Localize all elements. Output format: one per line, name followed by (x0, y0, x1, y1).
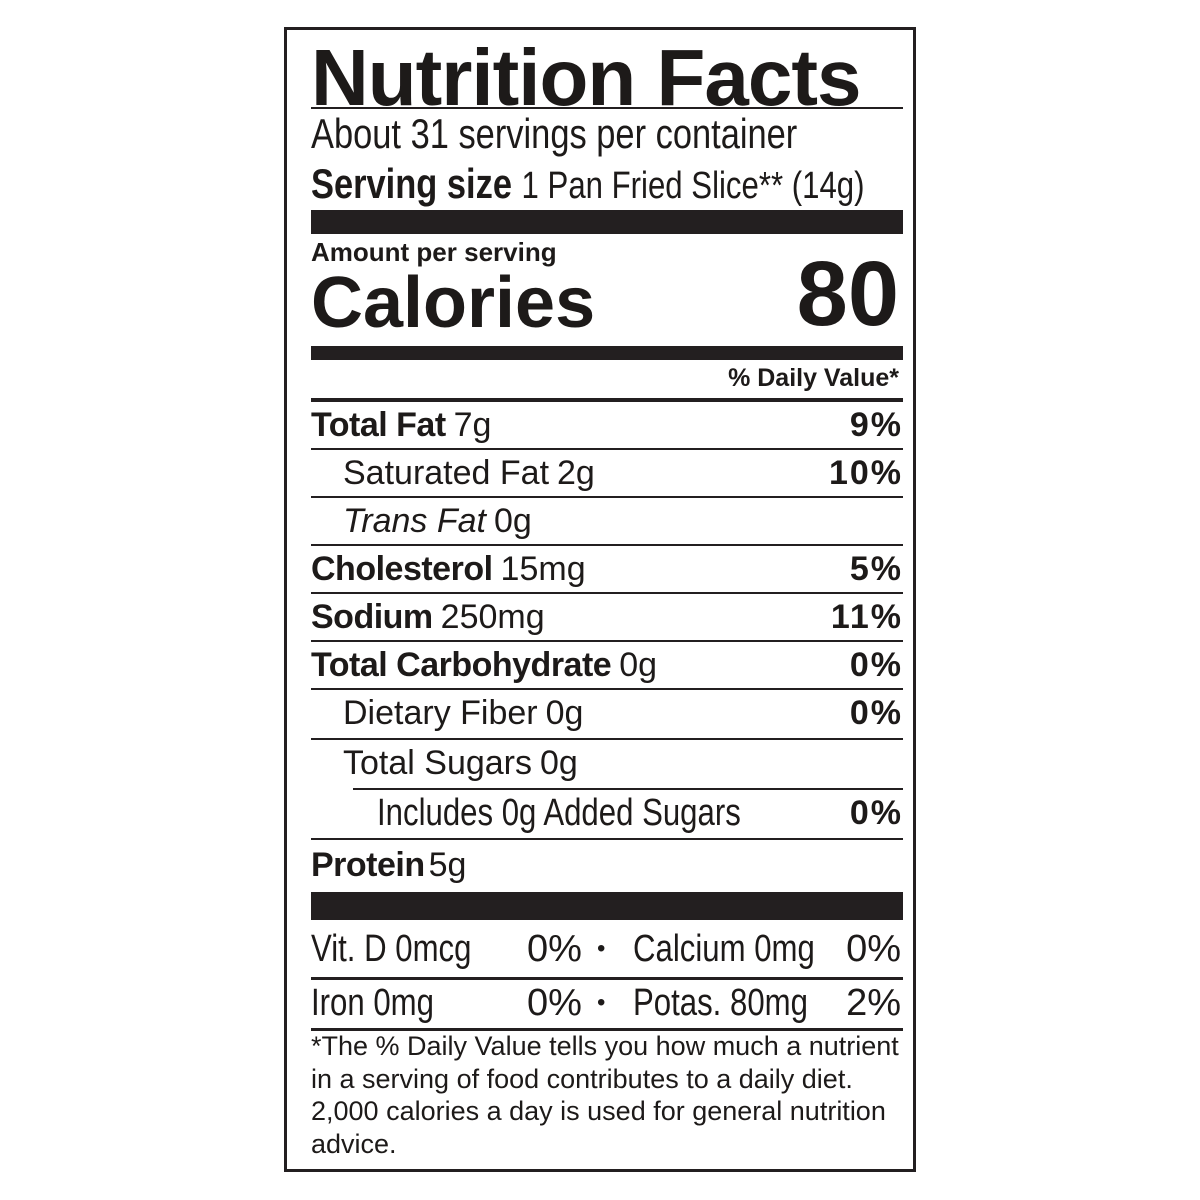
serving-size-label: Serving size (311, 160, 512, 207)
nutrient-name: Includes 0g Added Sugars (377, 791, 741, 834)
calories-label: Calories (311, 263, 596, 343)
nutrient-row-added-sugars: Includes 0g Added Sugars 0% (377, 790, 903, 836)
nutrient-name: Protein (311, 845, 425, 884)
nutrition-facts-label: Nutrition Facts About 31 servings per co… (284, 27, 916, 1172)
nutrient-row-total-sugars: Total Sugars 0g (343, 740, 903, 786)
serving-size-value: 1 Pan Fried Slice** (14g) (521, 165, 865, 207)
nutrient-name: Dietary Fiber (343, 693, 538, 732)
nutrient-row-saturated-fat: Saturated Fat 2g 10% (343, 450, 903, 496)
nutrient-name: Total Sugars (343, 743, 532, 782)
nutrient-amount: 2g (557, 453, 595, 492)
nutrient-dv: 0% (849, 645, 903, 684)
thick-divider (311, 346, 903, 360)
micronutrient-right-dv: 0% (846, 927, 901, 970)
servings-per-container: About 31 servings per container (311, 110, 798, 157)
nutrient-name: Saturated Fat (343, 453, 550, 492)
nutrient-name: Trans Fat (343, 501, 486, 540)
nutrient-dv: 10% (828, 453, 903, 492)
nutrient-name: Total Fat (311, 405, 446, 444)
nutrient-name: Total Carbohydrate (311, 645, 612, 684)
nutrient-amount: 0g (493, 501, 532, 540)
nutrient-dv: 0% (849, 693, 903, 732)
micronutrient-right: Calcium 0mg (633, 927, 815, 970)
nutrient-dv: 9% (849, 405, 903, 444)
micronutrient-left: Iron 0mg (311, 981, 434, 1024)
thick-divider (311, 892, 903, 920)
micronutrient-right-dv: 2% (846, 981, 901, 1024)
nutrient-amount: 15mg (500, 549, 586, 588)
nutrient-row-dietary-fiber: Dietary Fiber 0g 0% (343, 690, 903, 736)
nutrient-amount: 250mg (440, 597, 545, 636)
nutrient-row-total-carbohydrate: Total Carbohydrate 0g 0% (311, 642, 903, 688)
nutrient-row-total-fat: Total Fat 7g 9% (311, 402, 903, 448)
separator-dot: • (597, 935, 606, 962)
nutrient-dv: 5% (849, 549, 903, 588)
micronutrient-left-dv: 0% (527, 927, 582, 970)
nutrient-row-cholesterol: Cholesterol 15mg 5% (311, 546, 903, 592)
nutrient-dv: 11% (830, 597, 903, 636)
micronutrient-right: Potas. 80mg (633, 981, 808, 1024)
footnote: *The % Daily Value tells you how much a … (311, 1031, 899, 1159)
separator-dot: • (597, 989, 606, 1016)
nutrient-amount: 5g (428, 845, 467, 884)
nutrient-name: Cholesterol (311, 549, 493, 588)
divider (311, 107, 903, 109)
micronutrient-row: Iron 0mg 0% • Potas. 80mg 2% (311, 978, 903, 1028)
nutrient-amount: 0g (545, 693, 584, 732)
nutrient-name: Sodium (311, 597, 433, 636)
nutrient-amount: 0g (540, 743, 578, 782)
nutrient-row-trans-fat: Trans Fat 0g (343, 498, 903, 544)
nutrient-amount: 7g (453, 405, 492, 444)
amount-per-serving: Amount per serving (311, 237, 557, 267)
micronutrient-row: Vit. D 0mcg 0% • Calcium 0mg 0% (311, 924, 903, 974)
micronutrient-left-dv: 0% (527, 981, 582, 1024)
nutrient-amount: 0g (619, 645, 658, 684)
calories-value: 80 (796, 243, 899, 345)
nutrient-row-protein: Protein 5g (311, 842, 903, 888)
micronutrient-left: Vit. D 0mcg (311, 927, 472, 970)
daily-value-header: % Daily Value* (728, 364, 899, 392)
nutrient-row-sodium: Sodium 250mg 11% (311, 594, 903, 640)
divider (311, 398, 903, 402)
nutrient-dv: 0% (849, 793, 903, 832)
thick-divider (311, 210, 903, 234)
